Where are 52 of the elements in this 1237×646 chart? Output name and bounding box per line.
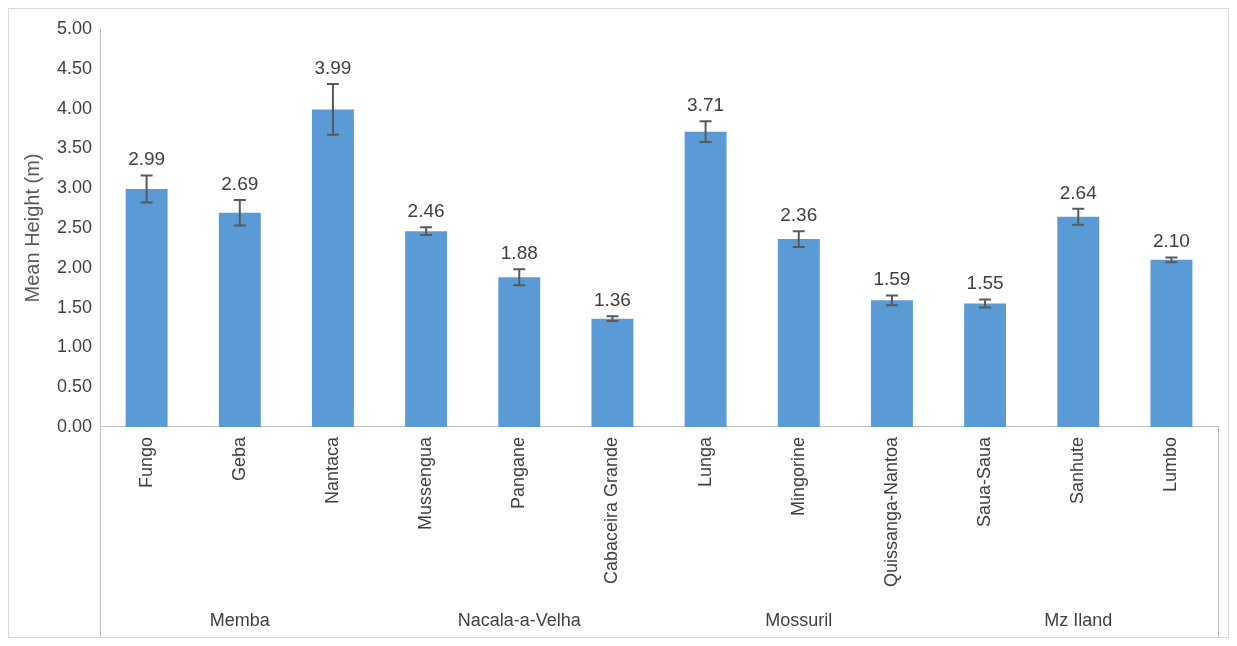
data-label: 2.10 [1152,230,1190,252]
x-tick-label: Mussengua [415,435,436,530]
x-tick-label: Saua-Saua [974,435,995,527]
y-tick-label: 2.50 [56,216,93,237]
x-tick-label: Mingorine [787,436,808,516]
bar [591,318,634,427]
data-label: 1.88 [500,242,538,264]
x-tick-label: Nantaca [321,435,342,504]
bar [218,212,261,427]
x-tick-label: Sanhute [1067,436,1088,504]
data-label: 3.71 [687,94,725,116]
bar [125,188,168,427]
bar [684,131,727,427]
x-tick-label: Cabaceira Grande [601,436,622,584]
data-label: 2.46 [407,199,445,221]
x-tick-label: Lunga [694,435,715,487]
y-tick-label: 3.50 [56,137,93,158]
y-tick-label: 2.00 [56,256,93,277]
data-label: 1.59 [873,268,911,290]
data-label: 2.69 [221,172,259,194]
data-label: 2.64 [1059,181,1098,203]
y-tick-label: 3.00 [56,177,93,198]
y-tick-label: 0.50 [56,376,93,397]
y-axis-title: Mean Height (m) [20,153,43,303]
x-tick-label: Fungo [135,436,156,488]
data-label: 1.36 [593,289,631,311]
bar [1057,216,1100,427]
y-tick-label: 1.00 [56,336,93,357]
y-tick-label: 1.50 [56,296,93,317]
bar [311,109,354,427]
x-tick-label: Quissanga-Nantoa [880,435,901,587]
bar [405,231,448,427]
text: Mossuril [765,609,833,630]
data-label: 2.99 [128,148,166,170]
x-tick-label: Pangane [508,436,529,509]
text: Mz Iland [1044,609,1113,630]
bar [1150,259,1193,427]
bar [870,300,913,427]
y-tick-label: 4.00 [56,97,93,118]
text: Nacala-a-Velha [457,609,582,630]
data-label: 1.55 [966,272,1004,294]
data-label: 2.36 [780,203,818,225]
x-tick-label: Lumbo [1160,436,1181,492]
bar [498,277,541,427]
text: Memba [209,609,271,630]
y-tick-label: 4.50 [56,57,93,78]
bar [777,239,820,427]
y-tick-label: 5.00 [56,17,93,38]
bar [964,303,1007,427]
y-tick-label: 0.00 [56,415,93,436]
x-tick-label: Geba [228,435,249,481]
data-label: 3.99 [314,56,352,78]
